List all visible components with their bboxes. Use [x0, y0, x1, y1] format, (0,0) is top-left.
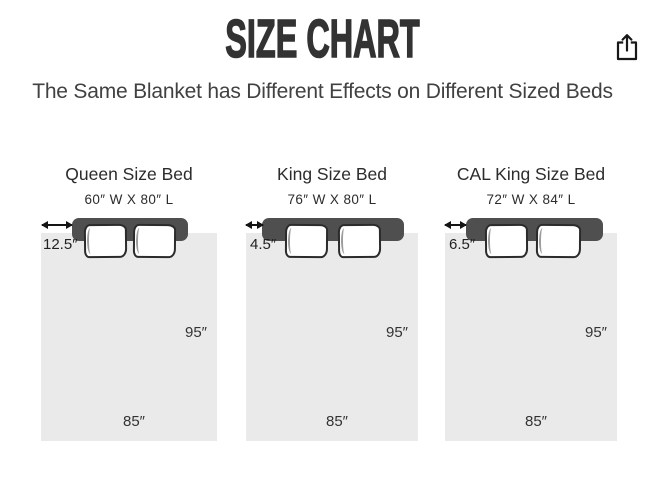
pillow-left [284, 223, 329, 259]
headboard [262, 218, 404, 241]
bed-dimensions: 76″ W X 80″ L [287, 192, 377, 207]
blanket-length-label: 95″ [585, 324, 607, 341]
pillow-right [132, 223, 177, 259]
bed-diagram-king: King Size Bed 76″ W X 80″ L 4.5″ 95″ 85″ [245, 160, 418, 441]
bed-title: King Size Bed [277, 164, 387, 184]
overhang-arrow-icon [41, 221, 73, 229]
pillow-left [83, 223, 128, 259]
blanket-width-label: 85″ [326, 413, 348, 430]
bed-title: CAL King Size Bed [456, 164, 606, 184]
pillow-right [337, 223, 382, 259]
overhang-label: 4.5″ [250, 236, 277, 253]
page-subtitle: The Same Blanket has Different Effects o… [32, 80, 613, 103]
overhang-arrow-icon [444, 221, 467, 229]
blanket [41, 233, 217, 441]
bed-diagram-cal-king: CAL King Size Bed 72″ W X 84″ L 6.5″ 95″… [444, 160, 617, 441]
bed-dimensions: 60″ W X 80″ L [84, 192, 174, 207]
overhang-label: 6.5″ [449, 236, 476, 253]
pillow-right [535, 223, 582, 259]
overhang-label: 12.5″ [43, 236, 78, 253]
pillow-left [484, 223, 529, 259]
share-button[interactable] [610, 30, 644, 66]
overhang-arrow-icon [245, 221, 264, 229]
blanket [445, 233, 617, 441]
blanket-width-label: 85″ [123, 413, 145, 430]
blanket-width-label: 85″ [525, 413, 547, 430]
bed-diagram-queen: Queen Size Bed 60″ W X 80″ L 12.5″ 95″ 8… [41, 160, 217, 441]
page-title: SIZE CHART [225, 9, 420, 69]
bed-title: Queen Size Bed [65, 164, 193, 184]
bed-dimensions: 72″ W X 84″ L [486, 192, 576, 207]
blanket-length-label: 95″ [386, 324, 408, 341]
share-icon [616, 33, 638, 60]
blanket-length-label: 95″ [185, 324, 207, 341]
blanket [246, 233, 418, 441]
